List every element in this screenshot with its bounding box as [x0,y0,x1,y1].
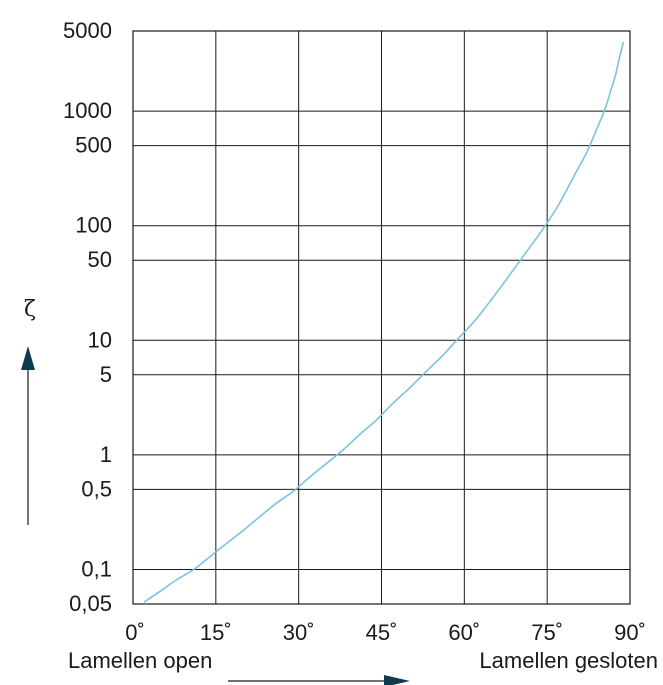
y-tick-label: 10 [88,327,112,352]
x-tick-label: 60˚ [448,620,480,645]
x-tick-label: 0˚ [125,620,145,645]
x-tick-label: 90˚ [614,620,646,645]
y-axis-arrow-icon [21,346,35,370]
x-label-right: Lamellen gesloten [479,648,658,673]
y-tick-label: 0,5 [81,476,112,501]
x-tick-labels: 0˚ 15˚ 30˚ 45˚ 60˚ 75˚ 90˚ [125,620,646,645]
x-tick-label: 75˚ [531,620,563,645]
y-axis-label: ζ [24,297,36,322]
grid-layer [132,30,631,605]
x-tick-label: 30˚ [283,620,315,645]
x-tick-label: 45˚ [366,620,398,645]
y-tick-label: 0,1 [81,557,112,582]
y-tick-labels: 0,05 0,1 0,5 1 5 10 50 100 500 1000 5000 [63,18,112,616]
y-tick-label: 50 [88,247,112,272]
y-tick-label: 1 [100,442,112,467]
y-tick-label: 5000 [63,18,112,43]
y-tick-label: 100 [75,213,112,238]
zeta-curve [143,41,625,603]
x-label-left: Lamellen open [68,648,212,673]
y-tick-label: 0,05 [69,591,112,616]
plot-frame [132,30,631,605]
x-tick-label: 15˚ [200,620,232,645]
y-tick-label: 5 [100,362,112,387]
x-axis-arrow-icon [384,675,410,685]
y-tick-label: 1000 [63,98,112,123]
y-tick-label: 500 [75,133,112,158]
